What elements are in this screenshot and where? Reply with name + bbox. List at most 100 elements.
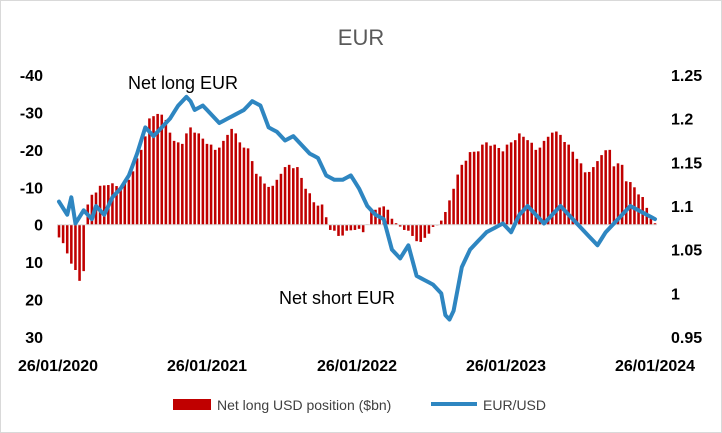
usd-position-bar [271, 185, 275, 225]
legend-label-eurusd: EUR/USD [483, 397, 546, 413]
usd-position-bar [61, 224, 65, 244]
usd-position-bar [513, 140, 517, 225]
usd-position-bar [349, 224, 353, 231]
usd-position-bar [139, 149, 143, 225]
usd-position-bar [164, 119, 168, 225]
right-tick-label: 0.95 [671, 330, 702, 347]
usd-position-bar [176, 142, 180, 225]
usd-position-bar [333, 224, 336, 231]
usd-position-bar [255, 173, 258, 225]
usd-position-bar [468, 152, 472, 225]
usd-position-bar [439, 220, 443, 225]
usd-position-bar [341, 224, 344, 236]
usd-position-bar [275, 179, 279, 225]
usd-position-bar [579, 163, 583, 225]
x-tick-label: 26/01/2021 [167, 358, 247, 375]
usd-position-bar [222, 140, 225, 225]
annotation-net-long: Net long EUR [128, 73, 238, 93]
usd-position-bar [102, 185, 106, 225]
usd-position-bar [345, 224, 348, 231]
usd-position-bar [65, 224, 69, 254]
usd-position-bar [481, 144, 484, 225]
right-tick-label: 1 [671, 286, 680, 303]
usd-position-bar [353, 224, 357, 230]
usd-position-bar [238, 142, 242, 225]
legend: Net long USD position ($bn) EUR/USD [173, 397, 546, 413]
usd-position-bar [616, 163, 620, 225]
usd-position-bar [292, 168, 295, 225]
usd-position-bar [242, 147, 246, 225]
usd-position-bar [283, 167, 287, 225]
usd-position-bar [629, 182, 632, 225]
usd-position-bar [181, 143, 184, 225]
usd-position-bar [411, 224, 414, 236]
usd-position-bar [612, 166, 616, 225]
left-tick-label: 0 [34, 218, 43, 235]
usd-position-bar [518, 133, 521, 225]
usd-position-bar [127, 179, 131, 225]
usd-position-bar [267, 186, 270, 225]
usd-position-bar [571, 151, 575, 225]
usd-position-bar [131, 171, 135, 225]
usd-position-bar [476, 151, 480, 225]
usd-position-bar [119, 188, 122, 225]
x-tick-label: 26/01/2024 [615, 358, 695, 375]
usd-position-bar [329, 224, 332, 230]
left-tick-label: 30 [25, 330, 43, 347]
left-tick-label: 20 [25, 293, 43, 310]
usd-position-bar [185, 133, 188, 225]
x-tick-label: 26/01/2022 [317, 358, 397, 375]
usd-position-bar [312, 202, 316, 225]
usd-position-bar [209, 144, 213, 225]
usd-position-bar [583, 172, 587, 225]
usd-position-bar [304, 188, 307, 225]
usd-position-bar [587, 171, 591, 225]
x-tick-label: 26/01/2023 [466, 358, 546, 375]
usd-position-bar [456, 174, 459, 225]
usd-position-bar [226, 134, 229, 225]
usd-position-bar [279, 173, 283, 225]
usd-position-bar [370, 211, 373, 225]
left-tick-label: 10 [25, 255, 43, 272]
usd-position-bar [320, 204, 324, 225]
usd-position-bar [156, 113, 159, 225]
usd-position-bar [263, 183, 266, 225]
usd-position-bar [296, 167, 299, 225]
usd-position-bar [563, 142, 566, 225]
usd-position-bar [550, 132, 554, 225]
left-tick-label: -30 [20, 105, 43, 122]
chart-title: EUR [338, 25, 384, 50]
usd-position-bar [361, 224, 365, 233]
usd-position-bar [592, 167, 595, 225]
usd-position-bar [115, 186, 118, 225]
usd-position-bar [555, 131, 558, 225]
usd-position-bar [316, 205, 320, 225]
usd-position-bar [374, 209, 377, 225]
usd-position-bar [234, 133, 238, 225]
usd-position-bar [82, 224, 85, 272]
left-tick-label: -10 [20, 180, 43, 197]
right-tick-label: 1.2 [671, 112, 693, 129]
usd-position-bar [135, 158, 139, 225]
usd-position-bar [575, 158, 579, 225]
usd-position-bar [74, 224, 77, 270]
right-axis: 0.95 1 1.05 1.1 1.15 1.2 1.25 [671, 68, 702, 347]
usd-position-bar [649, 218, 653, 225]
usd-position-bar [472, 151, 476, 225]
usd-position-bar [201, 138, 205, 225]
usd-position-bar [427, 224, 431, 234]
legend-bar-swatch [173, 399, 211, 410]
usd-position-bar [324, 217, 328, 225]
usd-position-bar [300, 177, 303, 225]
annotation-net-short: Net short EUR [279, 288, 395, 308]
usd-position-bar [259, 176, 262, 225]
usd-position-bar [505, 144, 509, 225]
usd-position-bar [538, 147, 542, 225]
right-tick-label: 1.05 [671, 243, 702, 260]
usd-position-bar [497, 147, 501, 225]
usd-position-bar [189, 127, 192, 225]
usd-position-bar [394, 223, 398, 225]
usd-position-bar [144, 136, 147, 225]
usd-position-bar [386, 209, 390, 225]
usd-position-bar [493, 144, 496, 225]
